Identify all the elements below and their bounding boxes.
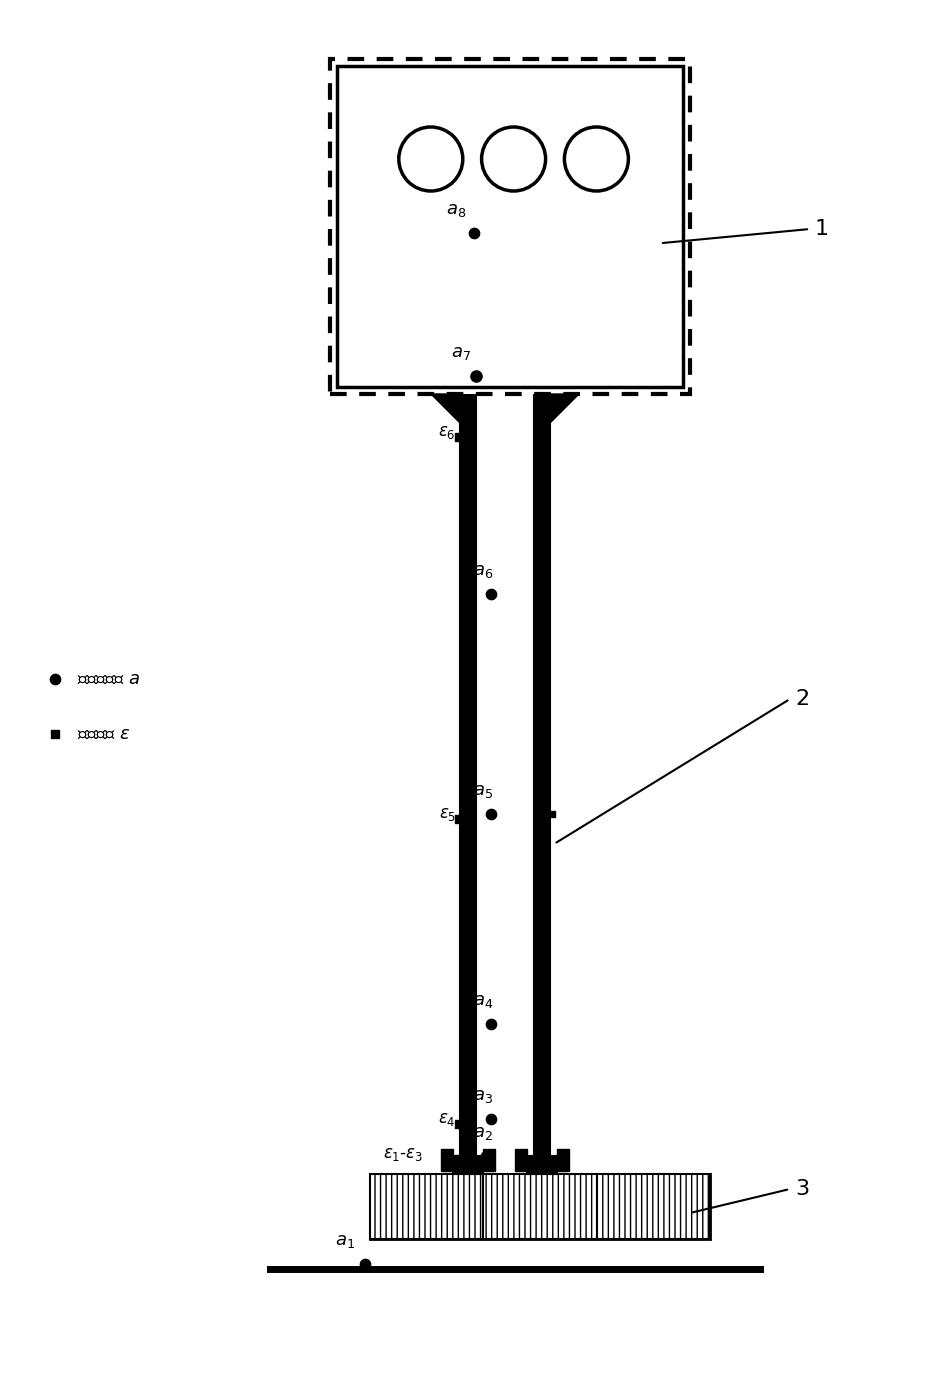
Point [451,426,466,448]
Text: $a_6$: $a_6$ [473,563,493,581]
Text: $a_8$: $a_8$ [446,201,466,219]
Point [451,808,466,830]
Bar [484,1174,597,1238]
Text: $a_5$: $a_5$ [473,782,493,800]
Bar [330,59,690,394]
Point [484,1107,499,1129]
Bar [557,1149,569,1171]
Point [484,803,499,825]
Point [466,222,482,244]
Text: 3: 3 [795,1179,809,1198]
Point [544,803,560,825]
Text: $\varepsilon_5$: $\varepsilon_5$ [439,805,456,823]
Bar [453,1156,483,1174]
Bar [370,1174,484,1238]
Point [484,1014,499,1036]
Text: $a_2$: $a_2$ [473,1124,493,1142]
Text: $a_1$: $a_1$ [335,1231,355,1249]
Text: 1: 1 [815,219,829,239]
Text: 应变测量 $\varepsilon$: 应变测量 $\varepsilon$ [77,725,130,743]
Bar [515,1149,527,1171]
Bar [441,1149,453,1171]
Text: $\varepsilon_6$: $\varepsilon_6$ [438,423,456,441]
Text: 2: 2 [795,690,809,709]
Text: $\varepsilon_4$: $\varepsilon_4$ [438,1110,456,1128]
Bar [483,1149,495,1171]
Point [451,1147,466,1169]
Text: $\varepsilon_1$-$\varepsilon_3$: $\varepsilon_1$-$\varepsilon_3$ [383,1145,423,1162]
Bar [597,1174,710,1238]
Bar [461,394,475,1174]
Text: 加速度测量 $a$: 加速度测量 $a$ [77,670,140,688]
Point [357,1254,372,1276]
Point [48,723,63,745]
Bar [337,66,683,387]
Point [468,365,484,387]
Text: $a_7$: $a_7$ [451,343,471,363]
Text: $a_3$: $a_3$ [473,1087,493,1105]
Point [48,667,63,690]
Bar [527,1156,557,1174]
Bar [370,1174,710,1238]
Point [451,1113,466,1135]
Bar [460,394,476,1174]
Text: $a_4$: $a_4$ [473,992,493,1009]
Point [484,583,499,605]
Point [479,1145,494,1167]
Bar [534,394,550,1174]
Polygon shape [549,394,579,423]
Bar [535,394,549,1174]
Polygon shape [431,394,461,423]
